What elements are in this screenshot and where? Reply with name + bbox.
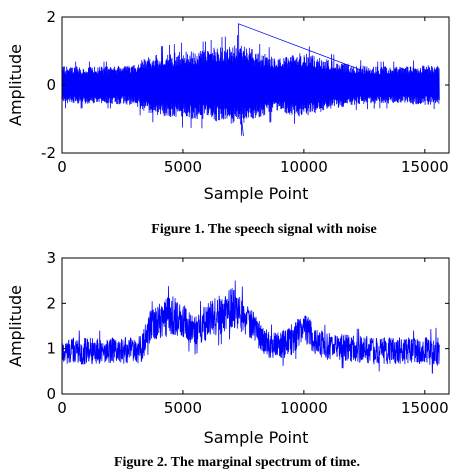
chart-2-y-tick-label: 0 bbox=[46, 385, 56, 403]
chart-2-y-axis: 0 1 2 3 bbox=[46, 249, 449, 403]
chart-2-x-tick-label: 0 bbox=[57, 399, 67, 417]
chart-panel-1: 0 5000 10000 15000 -202 Sample Point Amplit… bbox=[6, 8, 450, 237]
chart-2-y-tick-label: 1 bbox=[46, 340, 56, 358]
chart-1-caption: Figure 1. The speech signal with noise bbox=[151, 222, 376, 237]
chart-1-x-tick-label: 0 bbox=[57, 158, 67, 176]
chart-2-x-tick-label: 10000 bbox=[280, 399, 328, 417]
chart-2-caption: Figure 2. The marginal spectrum of time. bbox=[114, 455, 360, 470]
chart-panel-2: 0 5000 10000 15000 0 1 2 3 Sample Point Amplit… bbox=[6, 249, 450, 470]
chart-1-x-tick-label: 15000 bbox=[401, 158, 449, 176]
chart-2-x-axis: 0 5000 10000 15000 bbox=[57, 258, 449, 417]
chart-2-y-tick-label: 3 bbox=[46, 249, 56, 267]
chart-1-x-tick-label: 10000 bbox=[280, 158, 328, 176]
chart-2-plot-area bbox=[61, 280, 440, 374]
chart-1-signal-line bbox=[61, 23, 440, 137]
chart-1-x-axis-label: Sample Point bbox=[204, 184, 309, 203]
chart-1-y-axis: -2 0 2 bbox=[41, 8, 449, 162]
chart-1-y-tick-label: 0 bbox=[46, 76, 56, 94]
chart-2-y-axis-label: Amplitude bbox=[6, 285, 25, 367]
chart-2-x-tick-label: 15000 bbox=[401, 399, 449, 417]
chart-1-y-tick-label: 2 bbox=[46, 8, 56, 26]
chart-1-x-tick-label: 5000 bbox=[164, 158, 202, 176]
chart-1-y-axis-label: Amplitude bbox=[6, 44, 25, 126]
chart-2-x-axis-label: Sample Point bbox=[204, 428, 309, 447]
chart-1-y-tick-label: -2 bbox=[41, 144, 56, 162]
chart-2-signal-line bbox=[61, 280, 440, 374]
chart-2-y-tick-label: 2 bbox=[46, 294, 56, 312]
chart-2-x-tick-label: 5000 bbox=[164, 399, 202, 417]
chart-1-x-axis: 0 5000 10000 15000 bbox=[57, 17, 449, 176]
chart-1-plot-area bbox=[61, 23, 440, 137]
chart-2-frame bbox=[61, 257, 450, 395]
